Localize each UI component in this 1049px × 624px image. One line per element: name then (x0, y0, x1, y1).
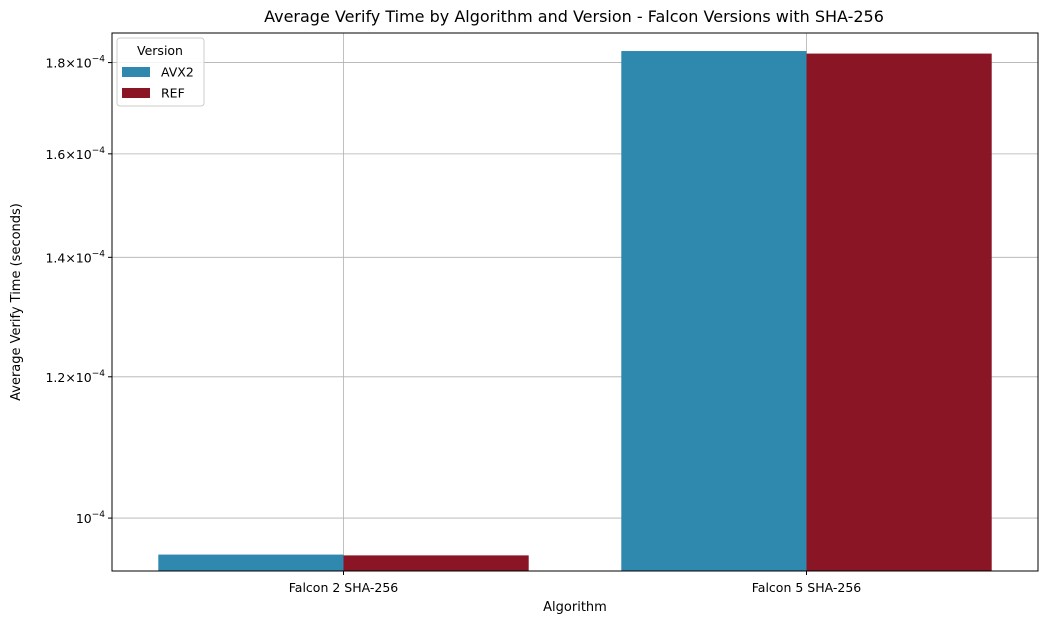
bar-avx2-2 (621, 51, 807, 572)
legend-swatch-ref (122, 88, 150, 98)
y-axis-ticks: 10−4 1.2×10−4 1.4×10−4 1.6×10−4 1.8×10−4 (45, 55, 112, 526)
y-tick-label: 1.4×10−4 (45, 249, 105, 265)
bar-ref-1 (343, 555, 529, 571)
bars (158, 51, 992, 572)
y-axis-label: Average Verify Time (seconds) (9, 203, 24, 401)
legend-entries: AVX2 REF (122, 65, 194, 101)
x-axis-ticks: Falcon 2 SHA-256 Falcon 5 SHA-256 (289, 571, 862, 595)
y-tick-label: 10−4 (76, 510, 105, 526)
chart-title: Average Verify Time by Algorithm and Ver… (264, 7, 884, 26)
y-tick-label: 1.2×10−4 (45, 369, 105, 385)
legend-label-ref: REF (161, 86, 185, 101)
legend-swatch-avx2 (122, 67, 150, 77)
y-tick-label: 1.8×10−4 (45, 55, 105, 71)
plot-frame (111, 32, 1039, 572)
x-tick-label: Falcon 2 SHA-256 (289, 580, 399, 595)
y-tick-label: 1.6×10−4 (45, 146, 105, 162)
x-axis-label: Algorithm (543, 600, 607, 615)
x-tick-label: Falcon 5 SHA-256 (752, 580, 862, 595)
bar-avx2-1 (158, 554, 344, 571)
legend-title: Version (137, 43, 183, 58)
legend: Version AVX2 REF (116, 37, 205, 107)
bar-ref-2 (806, 53, 992, 572)
legend-label-avx2: AVX2 (161, 65, 194, 80)
